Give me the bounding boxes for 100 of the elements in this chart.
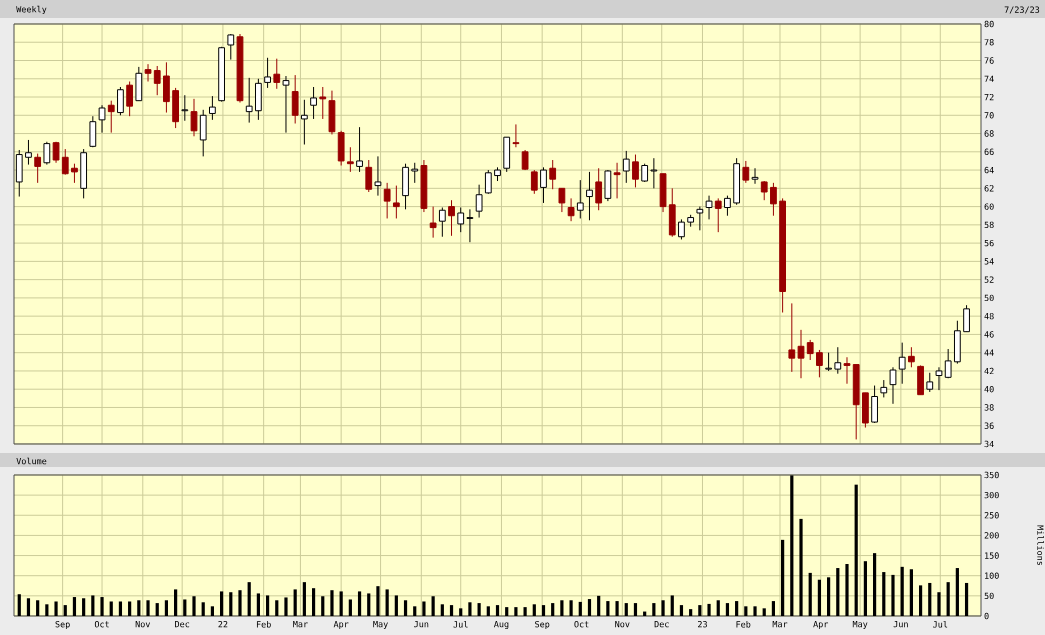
x-tick-label: May <box>373 621 388 629</box>
candlestick <box>926 372 934 393</box>
x-tick-label: Feb <box>736 621 751 628</box>
bar <box>403 600 408 616</box>
candlestick <box>696 206 704 231</box>
candlestick <box>632 154 639 188</box>
y-tick-label: 62 <box>984 185 994 192</box>
bar <box>836 568 840 616</box>
bar <box>551 603 555 616</box>
candlestick <box>438 207 446 238</box>
candlestick <box>586 171 593 221</box>
bar <box>597 595 601 616</box>
candlestick <box>512 123 520 148</box>
candlestick <box>843 356 851 385</box>
bar <box>459 608 463 616</box>
x-tick-label: Aug <box>493 621 509 629</box>
y-tick-label: 34 <box>984 440 994 448</box>
candlestick <box>365 159 373 193</box>
y-tick-label: 250 <box>984 512 999 519</box>
bar <box>302 582 306 616</box>
y-tick-label: 36 <box>984 422 994 429</box>
bar <box>569 600 573 616</box>
bar <box>376 586 380 616</box>
bar <box>606 601 610 616</box>
candlestick <box>742 160 750 184</box>
x-tick-label: Apr <box>813 621 829 629</box>
candlestick <box>751 167 759 185</box>
bar <box>220 591 224 616</box>
bar <box>541 605 546 616</box>
y-tick-label: 40 <box>984 386 994 393</box>
bar <box>339 591 343 616</box>
candlestick <box>724 195 731 217</box>
candlestick <box>392 185 400 219</box>
bar <box>174 589 178 616</box>
bar <box>146 600 150 616</box>
x-tick-label: Jun <box>414 621 429 628</box>
candlestick <box>227 33 235 61</box>
bar <box>615 601 619 616</box>
bar <box>192 596 196 616</box>
candlestick <box>310 86 317 120</box>
text: 7/23/23 <box>1004 6 1040 14</box>
candlestick <box>641 163 649 183</box>
y-tick-label: 350 <box>984 471 999 479</box>
candlestick <box>714 197 722 233</box>
x-tick-label: Mar <box>293 621 308 628</box>
candlestick <box>117 86 124 116</box>
candlestick <box>411 162 419 184</box>
candlestick <box>484 169 492 195</box>
bar <box>256 593 260 616</box>
bar <box>661 600 665 616</box>
x-tick-label: 23 <box>698 621 707 628</box>
x-tick-label: Sep <box>535 621 550 630</box>
y-tick-label: 68 <box>984 130 994 137</box>
candlestick <box>760 180 768 201</box>
bar <box>72 597 77 616</box>
candlestick <box>25 139 32 166</box>
y-tick-label: 150 <box>985 552 999 559</box>
x-tick-label: May <box>852 621 868 629</box>
x-tick-label: Dec <box>175 621 190 628</box>
candlestick <box>153 65 161 96</box>
candlestick <box>825 352 832 372</box>
candlestick <box>530 169 538 195</box>
candlestick <box>383 182 391 219</box>
candlestick <box>770 182 777 217</box>
candlestick <box>788 302 796 373</box>
bar <box>946 582 950 616</box>
x-tick-label: Oct <box>574 621 589 628</box>
bar <box>624 603 628 616</box>
bar <box>164 600 169 616</box>
y-tick-label: 76 <box>984 57 994 64</box>
x-tick-label: Apr <box>333 621 349 629</box>
candlestick <box>576 179 584 219</box>
candlestick <box>963 304 970 333</box>
bar <box>468 602 472 616</box>
candlestick <box>300 99 308 146</box>
candlestick <box>448 199 455 237</box>
y-tick-label: 58 <box>984 221 994 229</box>
candlestick <box>466 208 474 243</box>
candlestick <box>98 104 106 134</box>
bar <box>928 582 932 616</box>
bar <box>679 605 684 616</box>
y-tick-label: 54 <box>984 258 994 265</box>
bar <box>449 605 454 616</box>
candlestick <box>71 163 78 184</box>
bar <box>284 597 288 616</box>
candlestick <box>264 57 271 89</box>
candlestick <box>475 184 483 219</box>
bar <box>753 606 757 616</box>
bar <box>707 603 711 616</box>
x-tick-label: Mar <box>772 621 788 628</box>
y-tick-label: 50 <box>984 592 994 600</box>
y-tick-label: 52 <box>984 276 994 283</box>
bar <box>357 591 362 616</box>
bar <box>413 606 417 616</box>
bar <box>495 605 500 616</box>
bar <box>247 582 251 616</box>
y-axis-title: Millions <box>1037 525 1044 566</box>
bar <box>670 595 674 616</box>
bar <box>201 602 205 616</box>
bar <box>109 601 113 616</box>
